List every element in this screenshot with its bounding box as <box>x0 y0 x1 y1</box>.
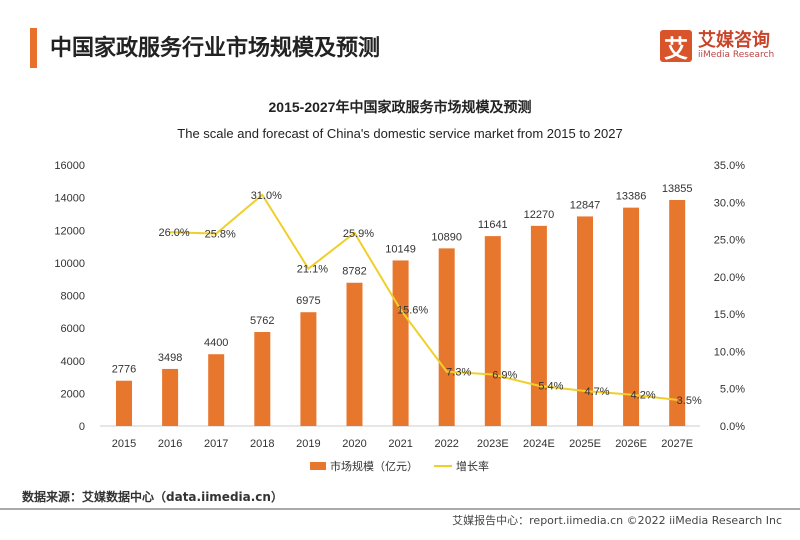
logo-en: iiMedia Research <box>698 50 775 60</box>
left-tick-label: 0 <box>79 421 85 433</box>
left-tick-label: 12000 <box>54 225 85 237</box>
bar-value-label: 5762 <box>250 315 274 327</box>
line-value-label: 15.6% <box>397 305 428 317</box>
bar-value-label: 13386 <box>616 191 647 203</box>
bar <box>392 260 409 426</box>
bar-value-label: 10149 <box>385 243 416 255</box>
x-tick-label: 2021 <box>388 438 412 450</box>
right-tick-label: 15.0% <box>714 309 745 321</box>
legend: 市场规模（亿元） 增长率 <box>310 459 489 473</box>
x-tick-label: 2024E <box>523 438 555 450</box>
bar-value-label: 11641 <box>478 219 508 231</box>
line-value-label: 25.9% <box>343 228 374 240</box>
bar-value-label: 6975 <box>296 295 320 307</box>
x-tick-label: 2020 <box>342 438 366 450</box>
x-tick-label: 2022 <box>434 438 458 450</box>
right-tick-label: 10.0% <box>714 346 745 358</box>
right-tick-label: 30.0% <box>714 197 745 209</box>
line-value-label: 31.0% <box>251 190 282 202</box>
x-tick-label: 2018 <box>250 438 274 450</box>
chart-subtitle: The scale and forecast of China's domest… <box>177 126 622 141</box>
footer-divider <box>0 508 800 510</box>
right-tick-label: 0.0% <box>720 421 745 433</box>
left-tick-label: 16000 <box>54 160 85 172</box>
bar <box>300 312 317 426</box>
bar-value-label: 3498 <box>158 352 182 364</box>
right-tick-label: 20.0% <box>714 272 745 284</box>
left-tick-label: 4000 <box>61 356 85 368</box>
iimedia-logo: 艾 艾媒咨询 iiMedia Research <box>660 30 775 63</box>
line-value-label: 4.7% <box>584 386 609 398</box>
bar <box>438 248 455 426</box>
bar-value-label: 8782 <box>342 266 366 278</box>
line-value-label: 7.3% <box>446 367 471 379</box>
x-tick-label: 2023E <box>477 438 509 450</box>
bar <box>530 225 547 426</box>
x-tick-label: 2025E <box>569 438 601 450</box>
bar-value-label: 13855 <box>662 183 693 195</box>
x-tick-label: 2017 <box>204 438 228 450</box>
bar <box>669 199 686 426</box>
bar <box>162 368 179 426</box>
line-value-label: 25.8% <box>205 229 236 241</box>
bar <box>254 332 271 426</box>
bar <box>346 282 363 426</box>
page-title: 中国家政服务行业市场规模及预测 <box>50 36 381 61</box>
bar <box>484 236 501 426</box>
legend-label-line: 增长率 <box>456 459 489 473</box>
line-value-label: 3.5% <box>677 395 702 407</box>
logo-cn: 艾媒咨询 <box>698 30 770 51</box>
data-source: 数据来源：艾媒数据中心（data.iimedia.cn） <box>22 490 283 504</box>
footer-credit: 艾媒报告中心：report.iimedia.cn ©2022 iiMedia R… <box>452 514 782 527</box>
right-tick-label: 25.0% <box>714 235 745 247</box>
left-tick-label: 2000 <box>61 388 85 400</box>
x-tick-label: 2015 <box>112 438 136 450</box>
left-tick-label: 10000 <box>54 258 85 270</box>
bar-value-label: 4400 <box>204 337 228 349</box>
x-tick-label: 2026E <box>615 438 647 450</box>
bar-value-label: 12847 <box>570 199 601 211</box>
line-value-label: 26.0% <box>158 227 189 239</box>
right-tick-label: 5.0% <box>720 384 745 396</box>
legend-swatch-bar <box>310 462 326 470</box>
logo-mark: 艾 <box>660 30 692 63</box>
left-tick-label: 14000 <box>54 193 85 205</box>
left-tick-label: 8000 <box>61 291 85 303</box>
left-tick-label: 6000 <box>61 323 85 335</box>
line-value-label: 4.2% <box>631 390 656 402</box>
x-tick-label: 2027E <box>661 438 693 450</box>
title-accent-bar <box>30 28 37 68</box>
bar-value-label: 10890 <box>431 231 462 243</box>
x-tick-label: 2019 <box>296 438 320 450</box>
bar <box>208 354 225 426</box>
line-value-label: 6.9% <box>492 370 517 382</box>
line-value-label: 5.4% <box>538 381 563 393</box>
right-tick-label: 35.0% <box>714 160 745 172</box>
x-tick-label: 2016 <box>158 438 182 450</box>
growth-rate-line <box>170 193 678 401</box>
bar-value-label: 12270 <box>524 209 555 221</box>
bar <box>623 207 640 426</box>
bar <box>116 380 132 426</box>
chart: 2015-2027年中国家政服务市场规模及预测 The scale and fo… <box>54 99 745 473</box>
legend-label-bar: 市场规模（亿元） <box>330 459 418 473</box>
bar <box>577 216 593 426</box>
bar-value-label: 2776 <box>112 364 136 376</box>
line-value-label: 21.1% <box>297 264 328 276</box>
chart-title: 2015-2027年中国家政服务市场规模及预测 <box>269 99 532 115</box>
